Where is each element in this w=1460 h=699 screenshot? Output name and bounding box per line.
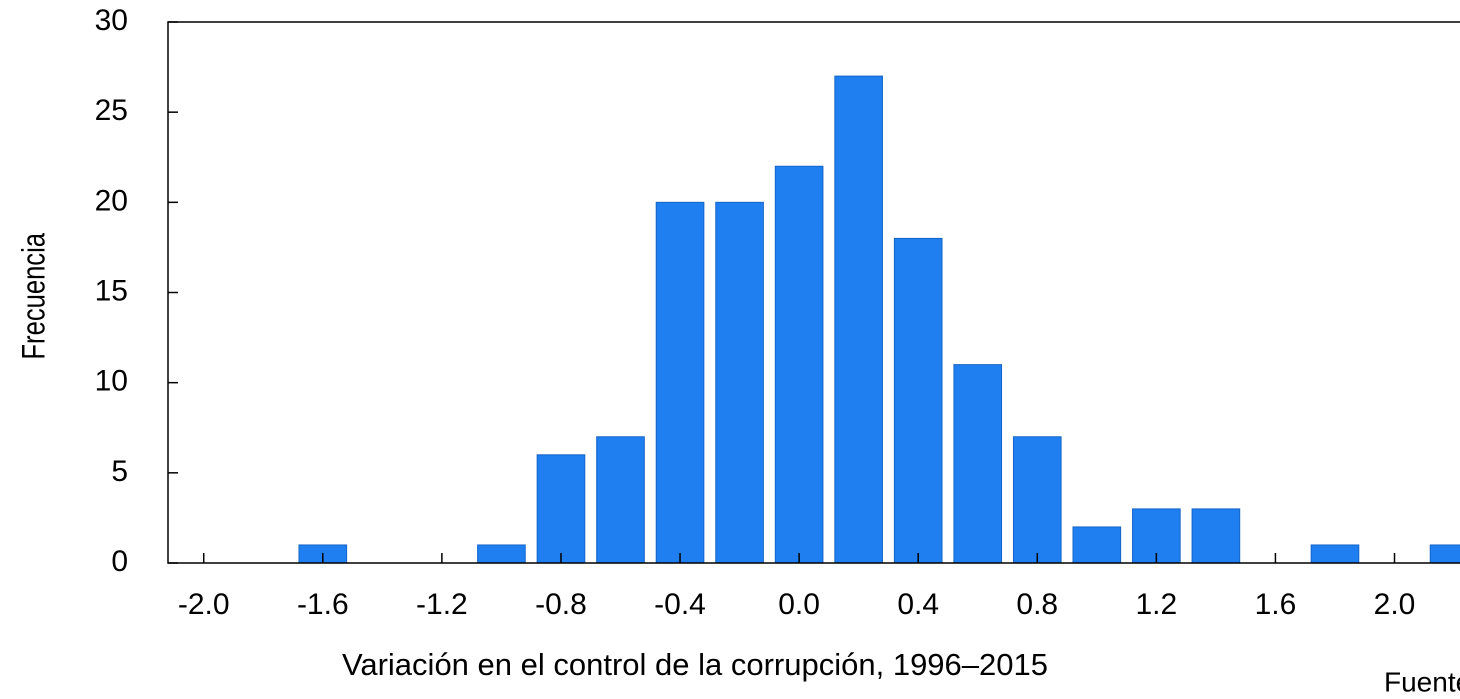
bar [655,201,705,564]
bar [477,544,526,564]
x-tick-label: 1.6 [1255,588,1297,621]
x-tick-label: 0.4 [897,588,939,621]
bar [953,364,1003,564]
y-tick-label: 15 [95,274,128,307]
bar [1072,526,1122,564]
x-tick-label: -0.4 [654,588,706,621]
bars [298,75,1460,564]
bar [715,201,764,564]
y-tick-label: 30 [95,4,128,37]
x-axis-label: Variación en el control de la corrupción… [342,647,1048,682]
y-tick-label: 25 [95,94,128,127]
x-tick-label: 1.2 [1135,588,1177,621]
x-tick-label: 2.0 [1374,588,1416,621]
x-tick-label: -0.8 [535,588,587,621]
bar [536,454,586,564]
bar [774,165,824,564]
x-tick-label: -1.2 [416,588,468,621]
bar [893,237,943,564]
bar [596,436,645,564]
source-note: Fuente: Banc [1384,666,1460,694]
y-tick-label: 20 [95,184,128,217]
bar [1012,436,1062,564]
x-tick-label: 0.8 [1016,588,1058,621]
x-tick-label: -1.6 [297,588,349,621]
y-tick-label: 0 [111,545,128,578]
y-tick-label: 10 [95,365,128,398]
y-tick-label: 5 [111,455,128,488]
x-tick-label: -2.0 [178,588,230,621]
bar [1310,544,1360,564]
x-tick-label: 0.0 [778,588,820,621]
bar [1191,508,1241,564]
bar [834,75,883,564]
bar [1429,544,1460,564]
y-axis-label: Frecuencia [17,232,52,359]
